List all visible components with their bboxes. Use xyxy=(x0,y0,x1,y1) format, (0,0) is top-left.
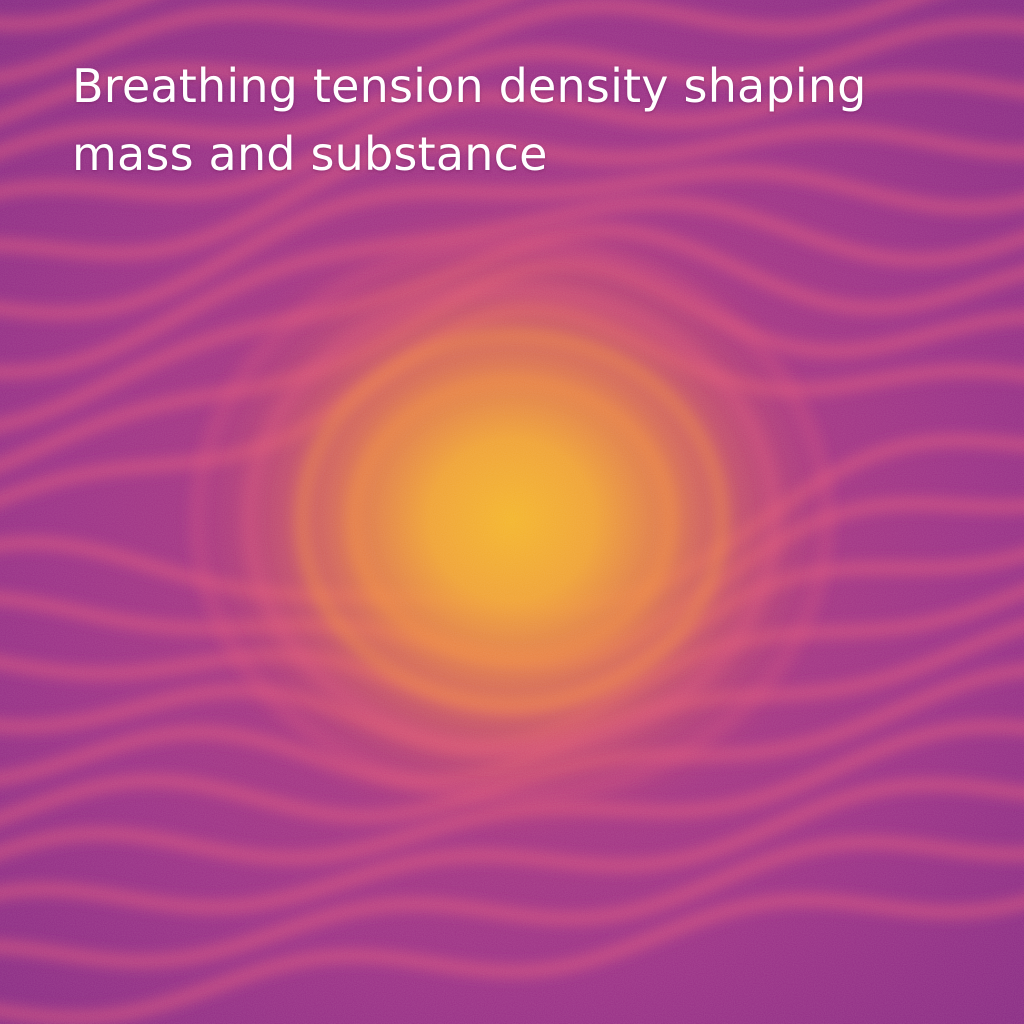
caption-text: Breathing tension density shaping mass a… xyxy=(72,52,932,188)
caption-line-1: Breathing tension density shaping xyxy=(72,59,867,113)
caption-line-2: mass and substance xyxy=(72,127,548,181)
